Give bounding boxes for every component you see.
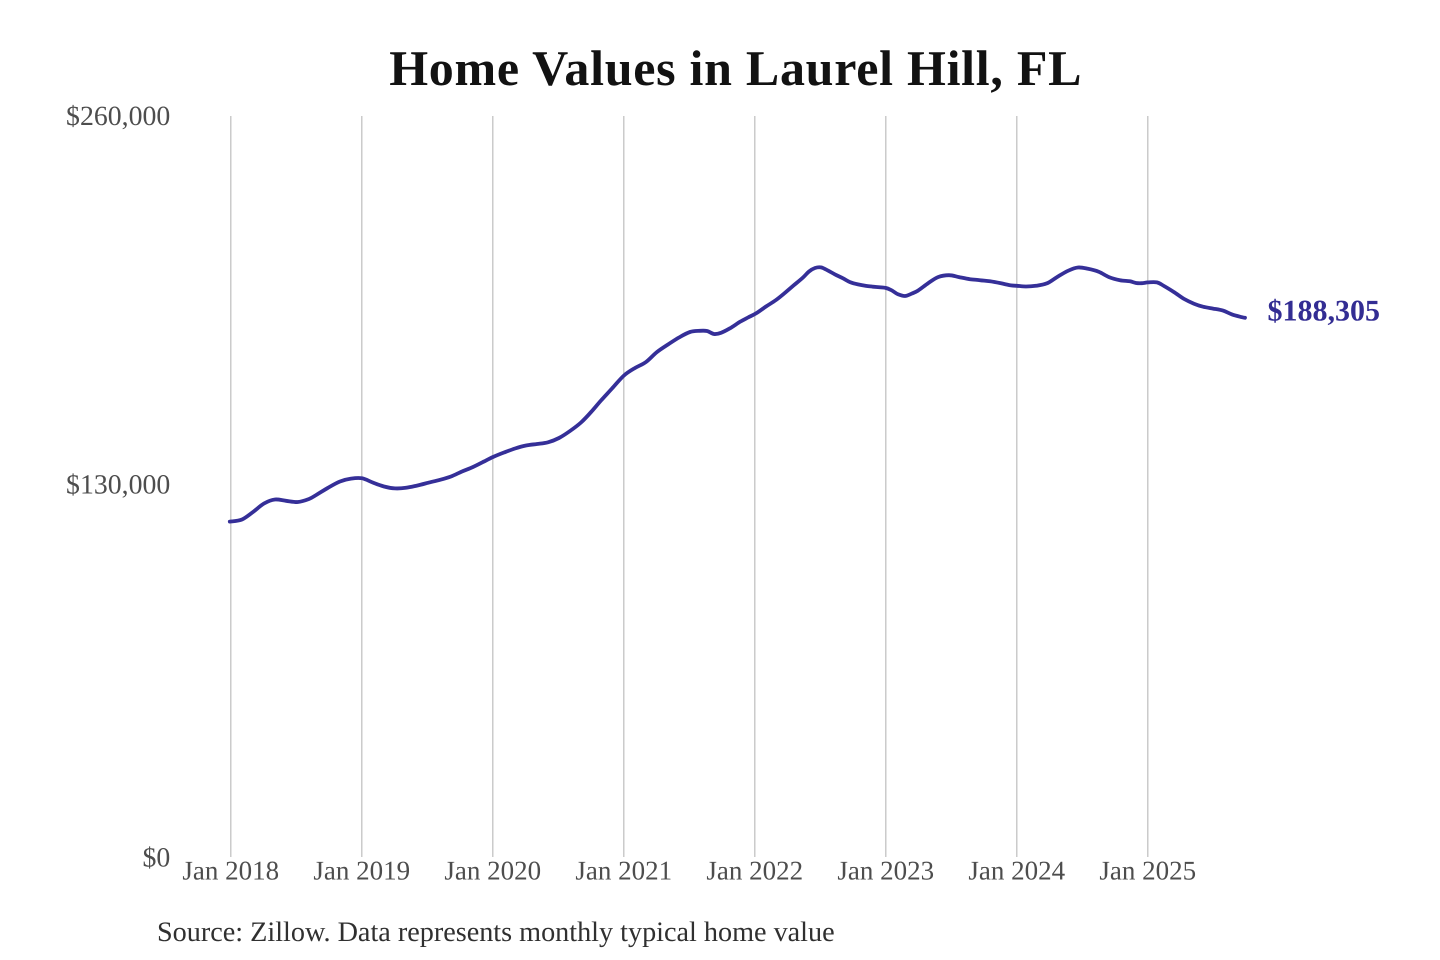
svg-text:Jan 2023: Jan 2023 xyxy=(837,856,934,886)
svg-text:$188,305: $188,305 xyxy=(1268,295,1381,328)
svg-text:Jan 2021: Jan 2021 xyxy=(575,856,672,886)
svg-text:Jan 2024: Jan 2024 xyxy=(968,856,1065,886)
svg-text:$130,000: $130,000 xyxy=(66,470,170,501)
svg-text:$0: $0 xyxy=(143,843,171,874)
svg-text:$260,000: $260,000 xyxy=(66,101,170,132)
svg-text:Jan 2025: Jan 2025 xyxy=(1099,856,1196,886)
svg-text:Jan 2020: Jan 2020 xyxy=(444,856,541,886)
svg-text:Home Values in Laurel Hill, FL: Home Values in Laurel Hill, FL xyxy=(389,40,1082,96)
svg-text:Jan 2022: Jan 2022 xyxy=(706,856,803,886)
svg-text:Jan 2018: Jan 2018 xyxy=(182,856,279,886)
svg-text:Source: Zillow. Data represent: Source: Zillow. Data represents monthly … xyxy=(157,917,835,948)
svg-text:Jan 2019: Jan 2019 xyxy=(313,856,410,886)
